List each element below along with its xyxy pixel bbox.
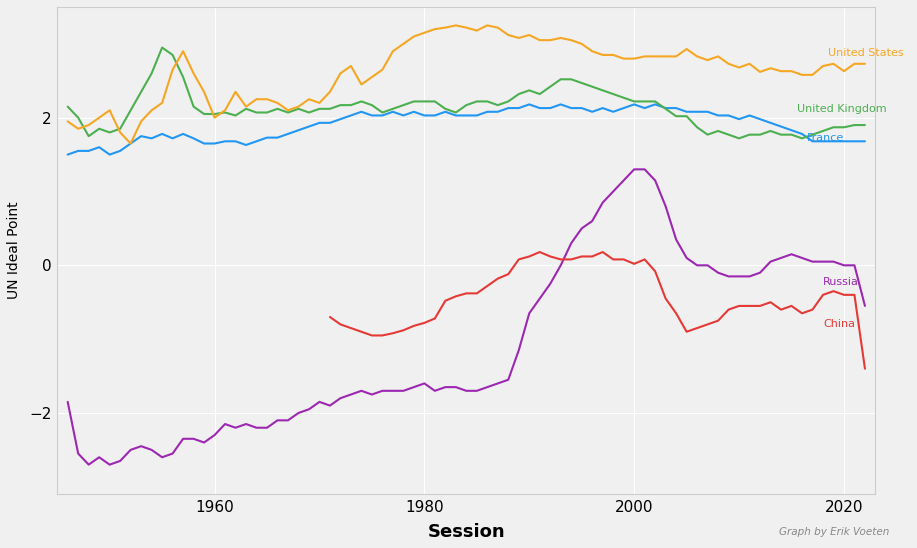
Text: China: China [823, 319, 855, 329]
Text: United States: United States [828, 48, 904, 59]
X-axis label: Session: Session [427, 523, 505, 541]
Text: Graph by Erik Voeten: Graph by Erik Voeten [779, 527, 889, 537]
Text: France: France [807, 133, 845, 144]
Text: Russia: Russia [823, 277, 859, 287]
Y-axis label: UN Ideal Point: UN Ideal Point [7, 202, 21, 299]
Text: United Kingdom: United Kingdom [797, 104, 887, 114]
